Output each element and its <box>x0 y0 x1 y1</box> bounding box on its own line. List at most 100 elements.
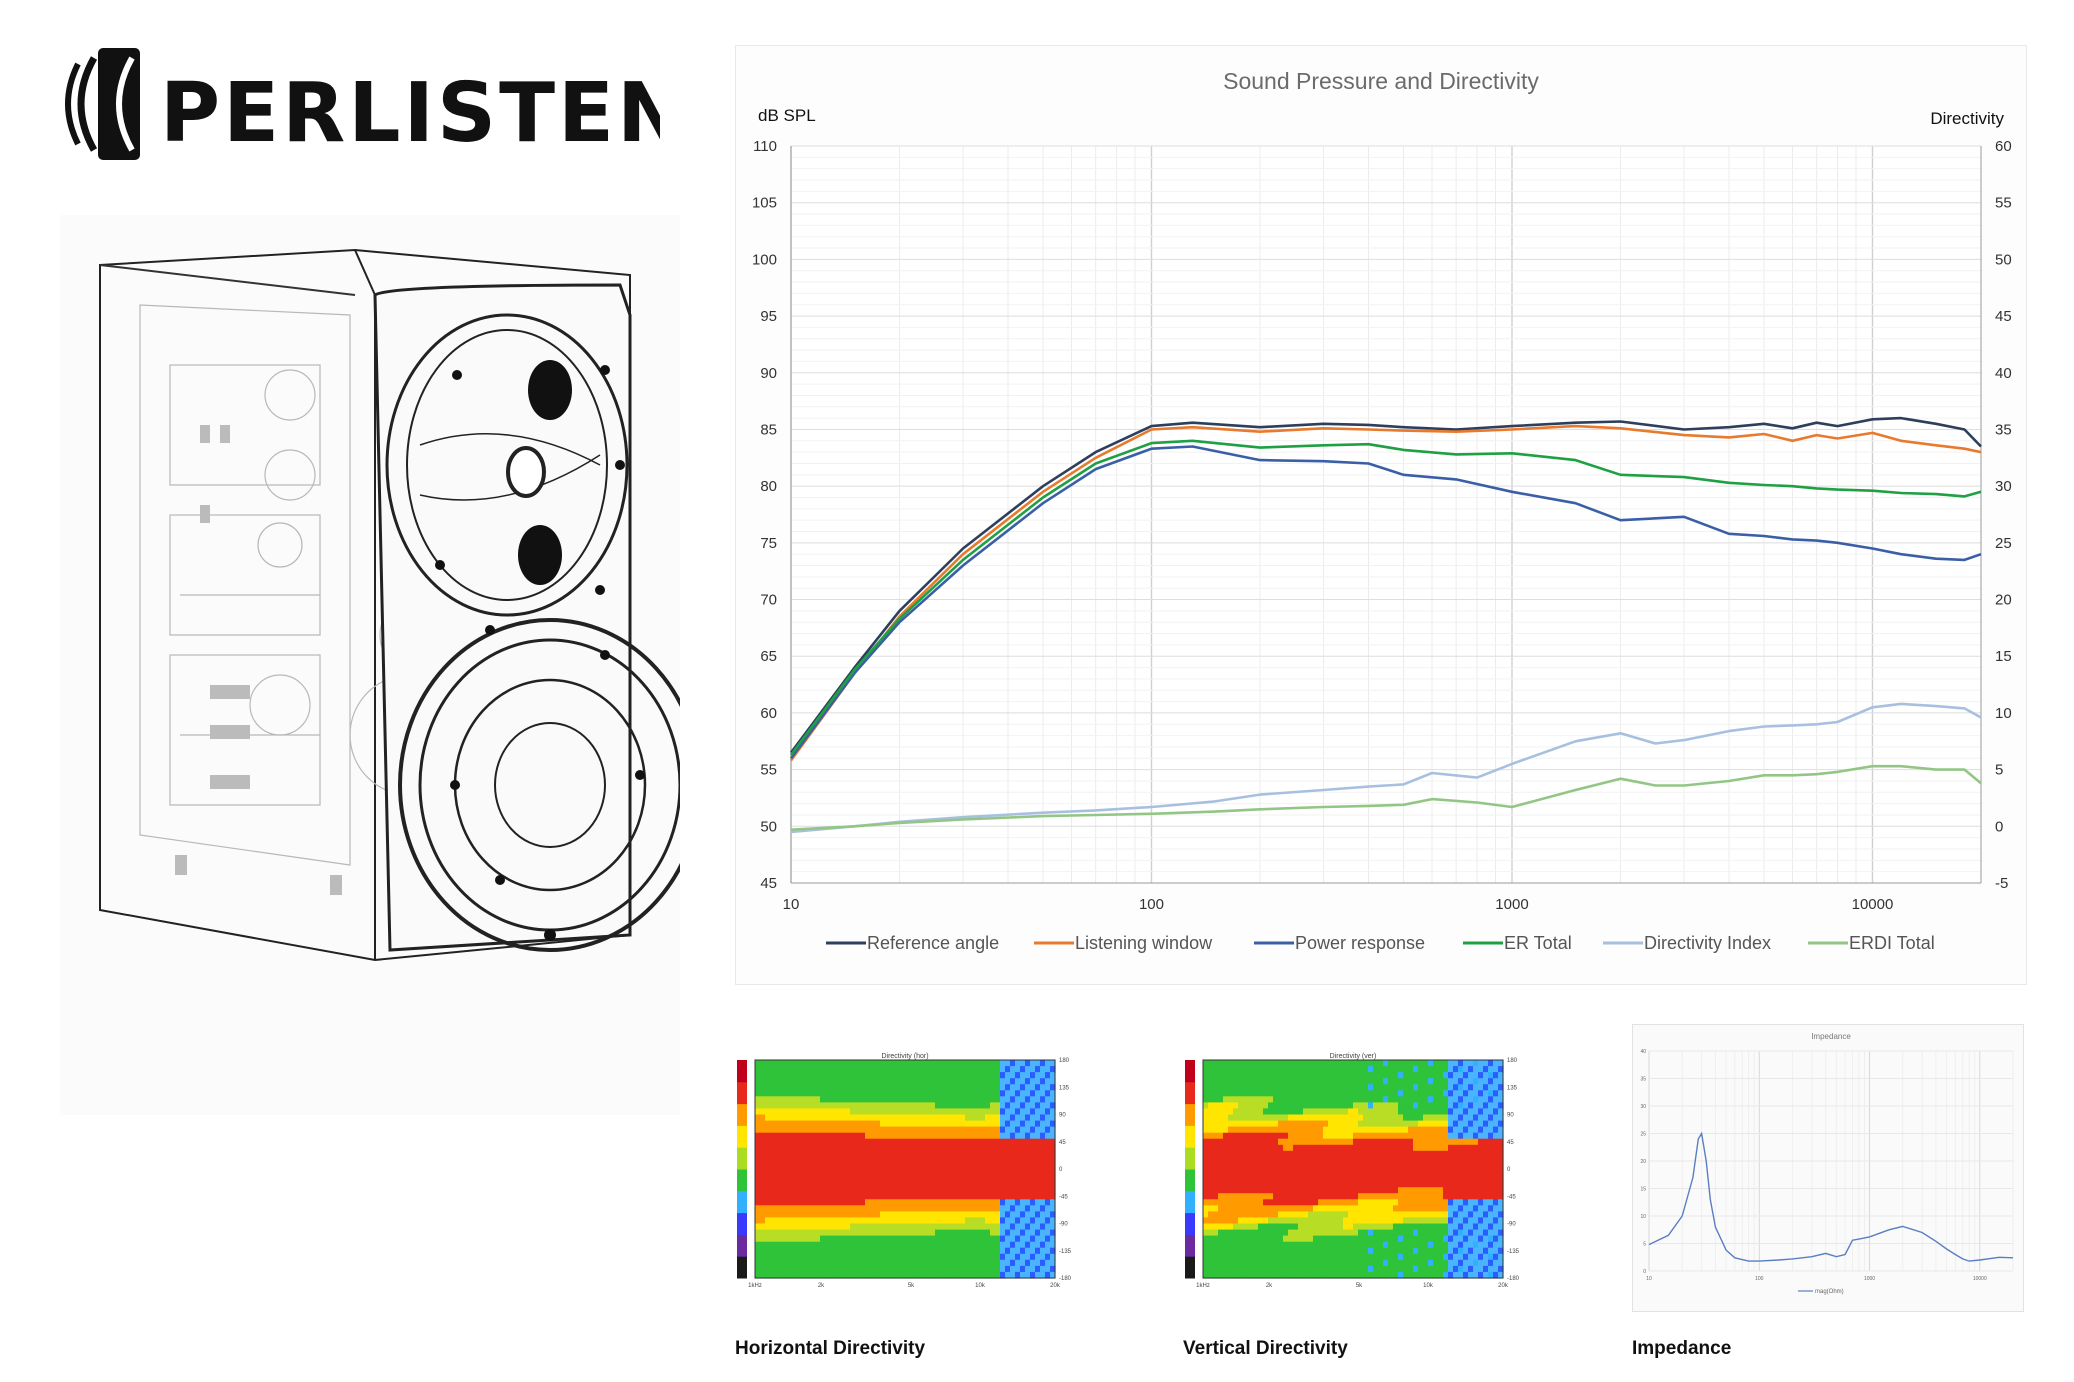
heatmap-cell <box>925 1126 931 1134</box>
heatmap-cell <box>1478 1187 1484 1194</box>
heatmap-cell <box>790 1175 796 1182</box>
heatmap-cell <box>930 1084 936 1091</box>
heatmap-cell <box>1463 1132 1469 1140</box>
heatmap-cell <box>1035 1229 1041 1237</box>
heatmap-cell <box>1005 1078 1011 1085</box>
heatmap-cell <box>1468 1217 1474 1225</box>
heatmap-cell <box>780 1247 786 1255</box>
heatmap-cell <box>1343 1132 1349 1140</box>
heatmap-cell <box>890 1205 896 1212</box>
heatmap-cell <box>1283 1096 1289 1103</box>
heatmap-cell <box>1288 1090 1294 1097</box>
heatmap-cell <box>1218 1217 1224 1225</box>
heatmap-cell <box>1323 1193 1329 1200</box>
heatmap-cell <box>1448 1241 1454 1249</box>
colorbar-segment <box>1185 1234 1195 1257</box>
heatmap-cell <box>1258 1090 1264 1097</box>
heatmap-cell <box>995 1066 1001 1073</box>
heatmap-cell <box>765 1126 771 1134</box>
heatmap-cell <box>1020 1187 1026 1194</box>
heatmap-cell <box>885 1223 891 1231</box>
heatmap-cell <box>805 1235 811 1243</box>
heatmap-cell <box>990 1084 996 1091</box>
heatmap-cell <box>1433 1193 1439 1200</box>
heatmap-cell <box>1348 1229 1354 1237</box>
heatmap-cell <box>1000 1199 1006 1206</box>
heatmap-cell <box>1293 1066 1299 1073</box>
heatmap-cell <box>1213 1169 1219 1176</box>
heatmap-cell <box>960 1162 966 1170</box>
heatmap-cell <box>1453 1066 1459 1073</box>
heatmap-cell <box>1378 1102 1384 1110</box>
heatmap-cell <box>940 1114 946 1122</box>
heatmap-cell <box>935 1271 941 1279</box>
heatmap-cell <box>1238 1235 1244 1243</box>
heatmap-cell <box>880 1229 886 1237</box>
heatmap-cell <box>1303 1169 1309 1176</box>
heatmap-cell <box>1278 1253 1284 1261</box>
heatmap-cell <box>815 1217 821 1225</box>
heatmap-cell <box>805 1084 811 1091</box>
heatmap-cell <box>1423 1120 1429 1128</box>
y2-tick-label: 10 <box>1995 705 2012 722</box>
heatmap-cell <box>940 1199 946 1206</box>
heatmap-cell <box>1488 1223 1494 1231</box>
heatmap-cell <box>1030 1265 1036 1273</box>
heatmap-cell <box>1453 1108 1459 1116</box>
heatmap-cell <box>1050 1187 1056 1194</box>
heatmap-cell <box>1428 1175 1434 1182</box>
heatmap-cell <box>1213 1259 1219 1267</box>
heatmap-cell <box>1383 1120 1389 1128</box>
heatmap-cell <box>1493 1060 1499 1067</box>
heatmap-cell <box>1248 1114 1254 1122</box>
heatmap-cell <box>1278 1169 1284 1176</box>
heatmap-cell <box>1243 1181 1249 1188</box>
heatmap-cell <box>955 1271 961 1279</box>
heatmap-cell <box>1298 1181 1304 1188</box>
heatmap-cell <box>1423 1265 1429 1273</box>
heatmap-cell <box>1035 1247 1041 1255</box>
heatmap-cell <box>1000 1096 1006 1103</box>
x-tick-label: 10000 <box>1852 896 1894 913</box>
heatmap-cell <box>1338 1217 1344 1225</box>
heatmap-cell <box>780 1060 786 1067</box>
heatmap-cell <box>850 1217 856 1225</box>
heatmap-cell <box>1368 1169 1374 1176</box>
heatmap-cell <box>980 1193 986 1200</box>
heatmap-cell <box>780 1205 786 1212</box>
heatmap-cell <box>1388 1241 1394 1249</box>
heatmap-cell <box>1278 1084 1284 1091</box>
heatmap-cell <box>1218 1265 1224 1273</box>
heatmap-cell <box>1283 1102 1289 1110</box>
heatmap-cell <box>1403 1072 1409 1079</box>
heatmap-cell <box>1328 1211 1334 1219</box>
heatmap-cell <box>765 1199 771 1206</box>
heatmap-cell <box>890 1126 896 1134</box>
heatmap-cell <box>855 1175 861 1182</box>
heatmap-cell <box>1343 1096 1349 1103</box>
heatmap-cell <box>885 1126 891 1134</box>
heatmap-cell <box>1248 1193 1254 1200</box>
heatmap-cell <box>1303 1217 1309 1225</box>
heatmap-cell <box>1458 1126 1464 1134</box>
heatmap-cell <box>1288 1223 1294 1231</box>
heatmap-cell <box>1353 1144 1359 1152</box>
heatmap-cell <box>1288 1078 1294 1085</box>
heatmap-cell <box>1373 1265 1379 1273</box>
heatmap-cell <box>1000 1150 1006 1158</box>
heatmap-y-tick: -135 <box>1059 1249 1072 1255</box>
heatmap-cell <box>1303 1072 1309 1079</box>
heatmap-cell <box>1473 1114 1479 1122</box>
heatmap-cell <box>1488 1156 1494 1164</box>
heatmap-cell <box>1443 1156 1449 1164</box>
heatmap-cell <box>910 1253 916 1261</box>
heatmap-cell <box>800 1271 806 1279</box>
horizontal-directivity-caption: Horizontal Directivity <box>735 1338 926 1359</box>
heatmap-cell <box>1448 1175 1454 1182</box>
heatmap-cell <box>1223 1175 1229 1182</box>
heatmap-cell <box>1463 1096 1469 1103</box>
heatmap-cell <box>1433 1132 1439 1140</box>
heatmap-cell <box>1423 1205 1429 1212</box>
heatmap-cell <box>1408 1108 1414 1116</box>
heatmap-cell <box>1253 1211 1259 1219</box>
